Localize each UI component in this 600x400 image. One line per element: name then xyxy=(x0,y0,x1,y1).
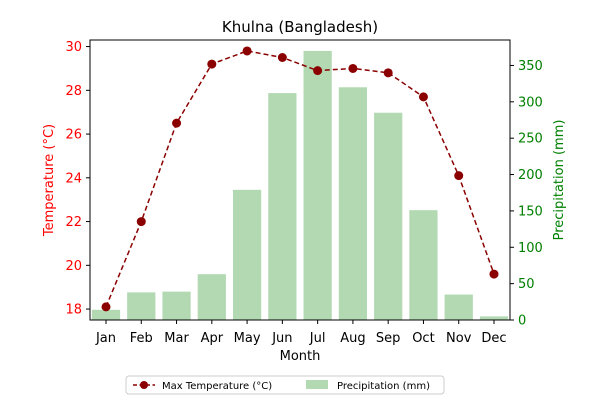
precipitation-bar xyxy=(162,291,191,320)
legend: Max Temperature (°C) Precipitation (mm) xyxy=(125,375,445,395)
temperature-point xyxy=(313,66,323,76)
temperature-axis-label: Temperature (°C) xyxy=(42,124,57,237)
precipitation-bar xyxy=(444,294,473,320)
precipitation-bar xyxy=(303,50,332,321)
chart-title: Khulna (Bangladesh) xyxy=(222,18,378,36)
legend-bar-swatch xyxy=(306,380,328,389)
precipitation-tick-label: 150 xyxy=(518,204,543,219)
precipitation-bar xyxy=(338,87,368,320)
precipitation-bar xyxy=(127,292,156,320)
temperature-point xyxy=(101,302,111,312)
temperature-tick-label: 26 xyxy=(65,128,82,143)
temperature-tick-label: 18 xyxy=(65,303,82,318)
x-tick-label: Jul xyxy=(309,331,326,346)
x-tick-label: Oct xyxy=(412,331,434,346)
temperature-point xyxy=(489,269,499,279)
precipitation-bar xyxy=(479,316,509,320)
precipitation-tick-label: 300 xyxy=(518,95,543,110)
temperature-point xyxy=(348,63,358,73)
temperature-point xyxy=(454,171,464,181)
legend-marker-swatch xyxy=(140,381,148,389)
precipitation-bar xyxy=(374,112,403,321)
temperature-tick-label: 22 xyxy=(65,215,82,230)
x-tick-label: Sep xyxy=(376,331,401,346)
temperature-point xyxy=(172,118,182,128)
temperature-tick-label: 28 xyxy=(65,84,82,99)
precipitation-axis-label: Precipitation (mm) xyxy=(552,120,567,241)
legend-label-temperature: Max Temperature (°C) xyxy=(162,381,272,392)
precipitation-bar xyxy=(197,274,226,320)
precipitation-bar xyxy=(268,93,297,320)
temperature-tick-label: 30 xyxy=(65,40,82,55)
temperature-point xyxy=(207,59,217,69)
precipitation-tick-label: 350 xyxy=(518,59,543,74)
temperature-point xyxy=(136,217,146,227)
x-tick-label: May xyxy=(234,331,261,346)
precipitation-tick-label: 250 xyxy=(518,132,543,147)
precipitation-bar xyxy=(91,309,121,320)
temperature-point xyxy=(277,53,287,62)
precipitation-axis: 0 50 100 150 200 250 300 350 xyxy=(510,59,543,329)
plot-frame xyxy=(89,39,511,321)
precipitation-tick-label: 200 xyxy=(518,168,543,183)
temperature-line xyxy=(105,50,495,308)
x-axis-label: Month xyxy=(280,349,321,364)
temperature-tick-label: 20 xyxy=(65,259,82,274)
temperature-point xyxy=(383,68,393,78)
precipitation-tick-label: 50 xyxy=(518,277,535,292)
legend-label-precipitation: Precipitation (mm) xyxy=(337,381,430,392)
temperature-point xyxy=(418,92,428,102)
temperature-axis: 18 20 22 24 26 28 30 xyxy=(65,40,90,318)
precipitation-bars xyxy=(91,50,509,321)
precipitation-tick-label: 100 xyxy=(518,241,543,256)
x-tick-label: Mar xyxy=(164,331,189,346)
legend-box xyxy=(125,375,445,395)
precipitation-tick-label: 0 xyxy=(518,314,526,329)
x-axis: Jan Feb Mar Apr May Jun Jul Aug Sep Oct Nov Dec xyxy=(95,320,507,346)
temperature-point xyxy=(242,46,252,56)
precipitation-bar xyxy=(409,210,438,320)
precipitation-bar xyxy=(232,189,262,320)
x-tick-label: Aug xyxy=(340,331,365,346)
temperature-tick-label: 24 xyxy=(65,171,82,186)
x-tick-label: Dec xyxy=(481,331,506,346)
x-tick-label: Feb xyxy=(130,331,153,346)
x-tick-label: Jun xyxy=(271,331,292,346)
temperature-line-series xyxy=(101,46,499,312)
x-tick-label: Nov xyxy=(446,331,472,346)
x-tick-label: Jan xyxy=(95,331,116,346)
x-tick-label: Apr xyxy=(201,331,224,346)
